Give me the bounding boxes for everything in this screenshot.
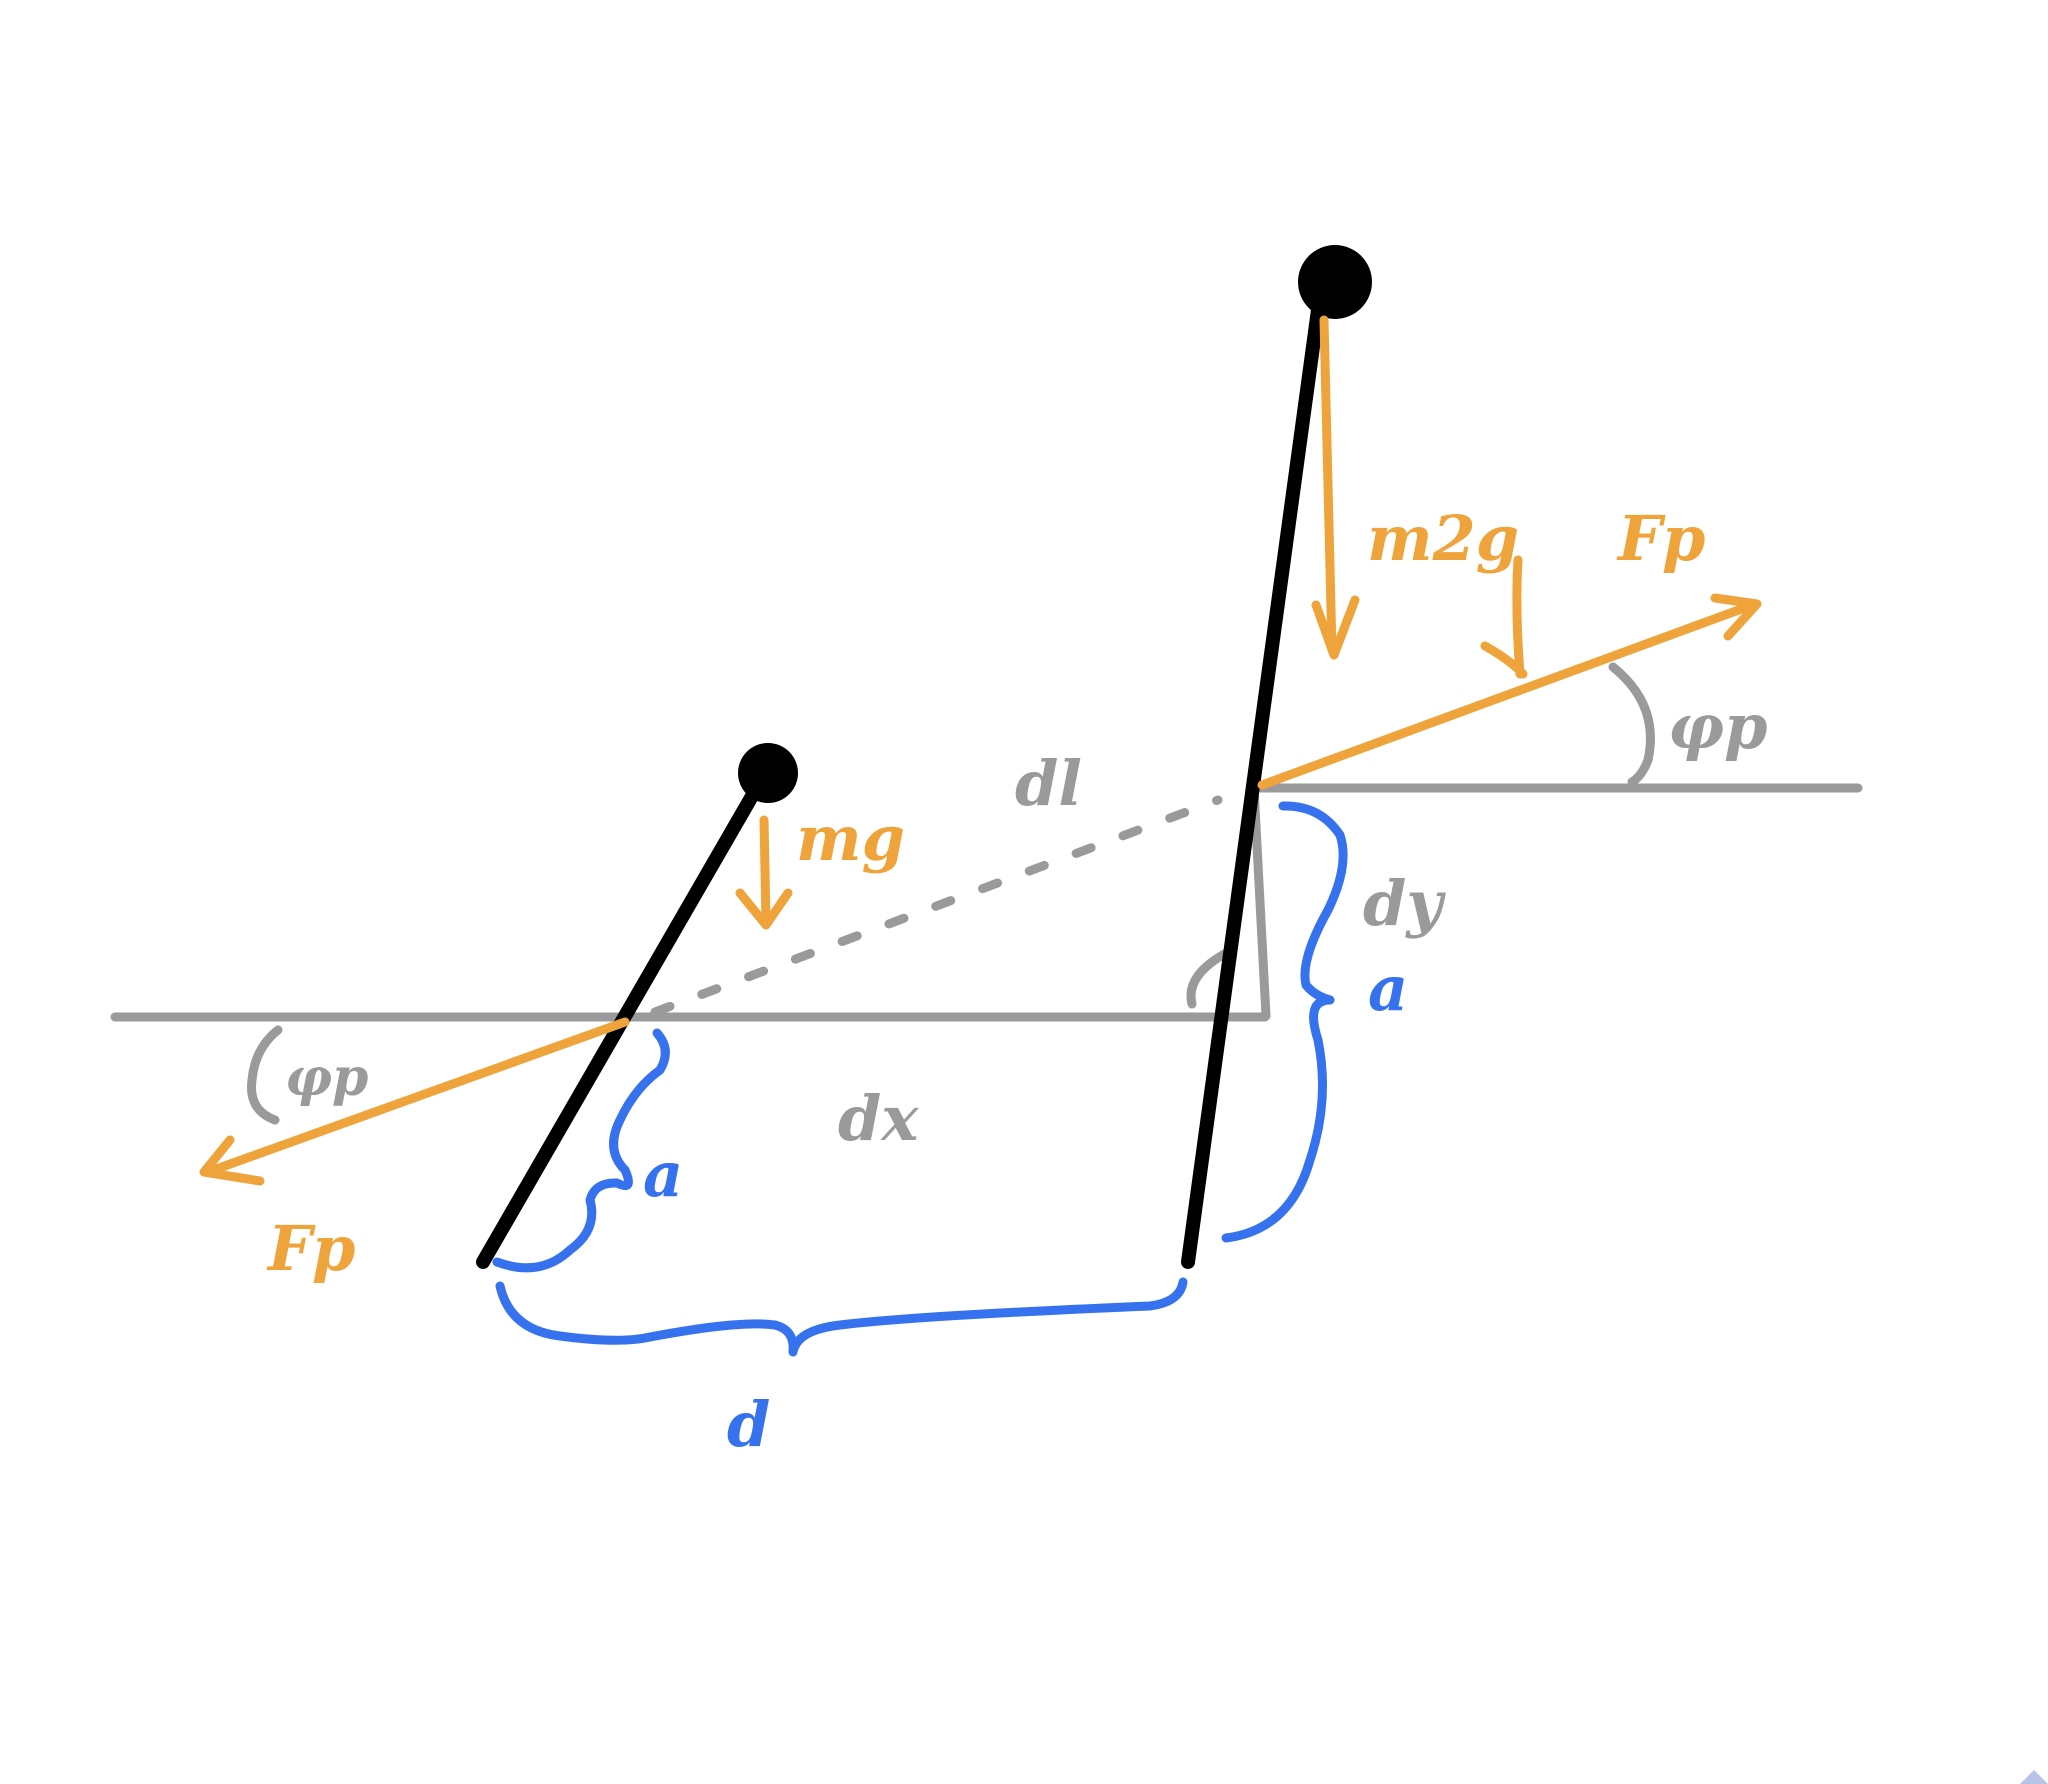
- angle-arc-right: [1608, 662, 1655, 787]
- force-fp-left-shaft: [203, 1017, 630, 1177]
- label-phi-left: φp: [285, 1047, 368, 1108]
- label-a-right: a: [1368, 952, 1408, 1025]
- label-d: d: [727, 1388, 770, 1461]
- weight-to-force-tick: [1480, 641, 1528, 679]
- brace-a-right: [1221, 801, 1348, 1243]
- weight-arrow-right-shaft: [1319, 315, 1337, 655]
- left-rod: [476, 758, 777, 1269]
- label-m1g: mg: [796, 802, 905, 875]
- label-dx: dx: [838, 1082, 919, 1155]
- label-dl: dl: [1015, 747, 1082, 820]
- pendulums: [476, 245, 1372, 1269]
- vertical-reference-dy: [1249, 783, 1271, 1021]
- label-fp-left: Fp: [266, 1212, 355, 1285]
- dimension-braces: [492, 801, 1348, 1357]
- label-fp-right: Fp: [1616, 502, 1705, 575]
- force-fp-right-shaft: [1257, 599, 1760, 790]
- weight-arrow-right-head: [1311, 595, 1360, 660]
- label-a-left: a: [643, 1138, 683, 1211]
- weight-arrow-left-head: [735, 888, 793, 930]
- angle-arc-left: [246, 1025, 283, 1125]
- label-dy: dy: [1363, 867, 1446, 940]
- dashed-line-dl: [650, 795, 1223, 1017]
- brace-d: [495, 1277, 1188, 1357]
- weight-arrow-left-shaft: [759, 815, 771, 925]
- corner-triangle-icon: [2020, 1770, 2048, 1784]
- forces: [199, 315, 1762, 1186]
- labels: mg m2g Fp Fp φp φp dl dx dy a a d: [266, 502, 1767, 1461]
- label-phi-right: φp: [1668, 690, 1767, 763]
- force-fp-right-head: [1710, 593, 1762, 641]
- right-bob: [1298, 245, 1372, 319]
- weight-to-force-link: [1512, 555, 1525, 679]
- left-bob: [738, 743, 798, 803]
- right-angle-arc: [1186, 947, 1233, 1009]
- label-m2g: m2g: [1367, 502, 1519, 575]
- brace-a-left: [492, 1028, 670, 1273]
- right-rod: [1181, 303, 1325, 1269]
- force-fp-left-head: [199, 1135, 265, 1186]
- construction-lines: [110, 662, 1863, 1125]
